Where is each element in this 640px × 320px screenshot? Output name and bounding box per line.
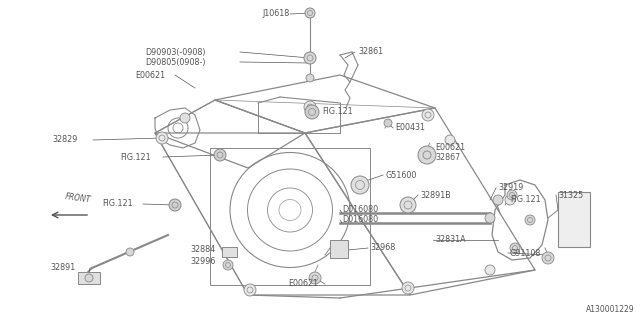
Circle shape [305,8,315,18]
Text: 32884: 32884 [190,245,215,254]
Text: FIG.121: FIG.121 [510,196,541,204]
Text: E00621: E00621 [135,70,165,79]
Text: A130001229: A130001229 [586,305,635,314]
Text: D016080: D016080 [342,215,378,225]
Text: 31325: 31325 [558,190,583,199]
Circle shape [244,284,256,296]
Circle shape [85,274,93,282]
Text: E00431: E00431 [395,124,425,132]
Text: G91108: G91108 [510,249,541,258]
Circle shape [418,146,436,164]
Text: FIG.121: FIG.121 [120,153,150,162]
Text: E00621: E00621 [435,143,465,153]
Circle shape [180,113,190,123]
Circle shape [485,265,495,275]
Text: G51600: G51600 [385,171,417,180]
Text: J10618: J10618 [263,10,290,19]
Text: 32891B: 32891B [420,190,451,199]
Circle shape [309,272,321,284]
Circle shape [351,176,369,194]
Circle shape [445,135,455,145]
Text: 32867: 32867 [435,154,460,163]
Circle shape [304,101,316,113]
Circle shape [542,252,554,264]
Text: FIG.121: FIG.121 [322,108,353,116]
Circle shape [384,119,392,127]
Circle shape [304,52,316,64]
Circle shape [422,109,434,121]
Text: E00621: E00621 [288,279,318,289]
Text: 32891: 32891 [50,263,76,273]
Circle shape [156,132,168,144]
Circle shape [305,105,319,119]
Circle shape [169,199,181,211]
Text: FRONT: FRONT [65,192,92,205]
Bar [330,240,348,258]
Circle shape [493,195,503,205]
Circle shape [507,190,517,200]
Text: 32861: 32861 [358,47,383,57]
Circle shape [400,197,416,213]
Text: 32996: 32996 [190,258,216,267]
Text: 32829: 32829 [52,135,77,145]
Text: FIG.121: FIG.121 [102,199,132,209]
Text: D016080: D016080 [342,205,378,214]
Text: 32831A: 32831A [435,236,466,244]
Circle shape [306,74,314,82]
Text: D90903(-0908): D90903(-0908) [145,47,205,57]
Circle shape [126,248,134,256]
Circle shape [223,260,233,270]
Circle shape [505,195,515,205]
Text: 32919: 32919 [498,183,524,193]
Circle shape [510,243,520,253]
Bar [222,247,237,257]
Text: 32968: 32968 [370,244,396,252]
Circle shape [525,215,535,225]
Bar [78,272,100,284]
Circle shape [214,149,226,161]
Text: D90805(0908-): D90805(0908-) [145,58,205,67]
Circle shape [402,282,414,294]
Bar [558,192,590,247]
Circle shape [485,213,495,223]
